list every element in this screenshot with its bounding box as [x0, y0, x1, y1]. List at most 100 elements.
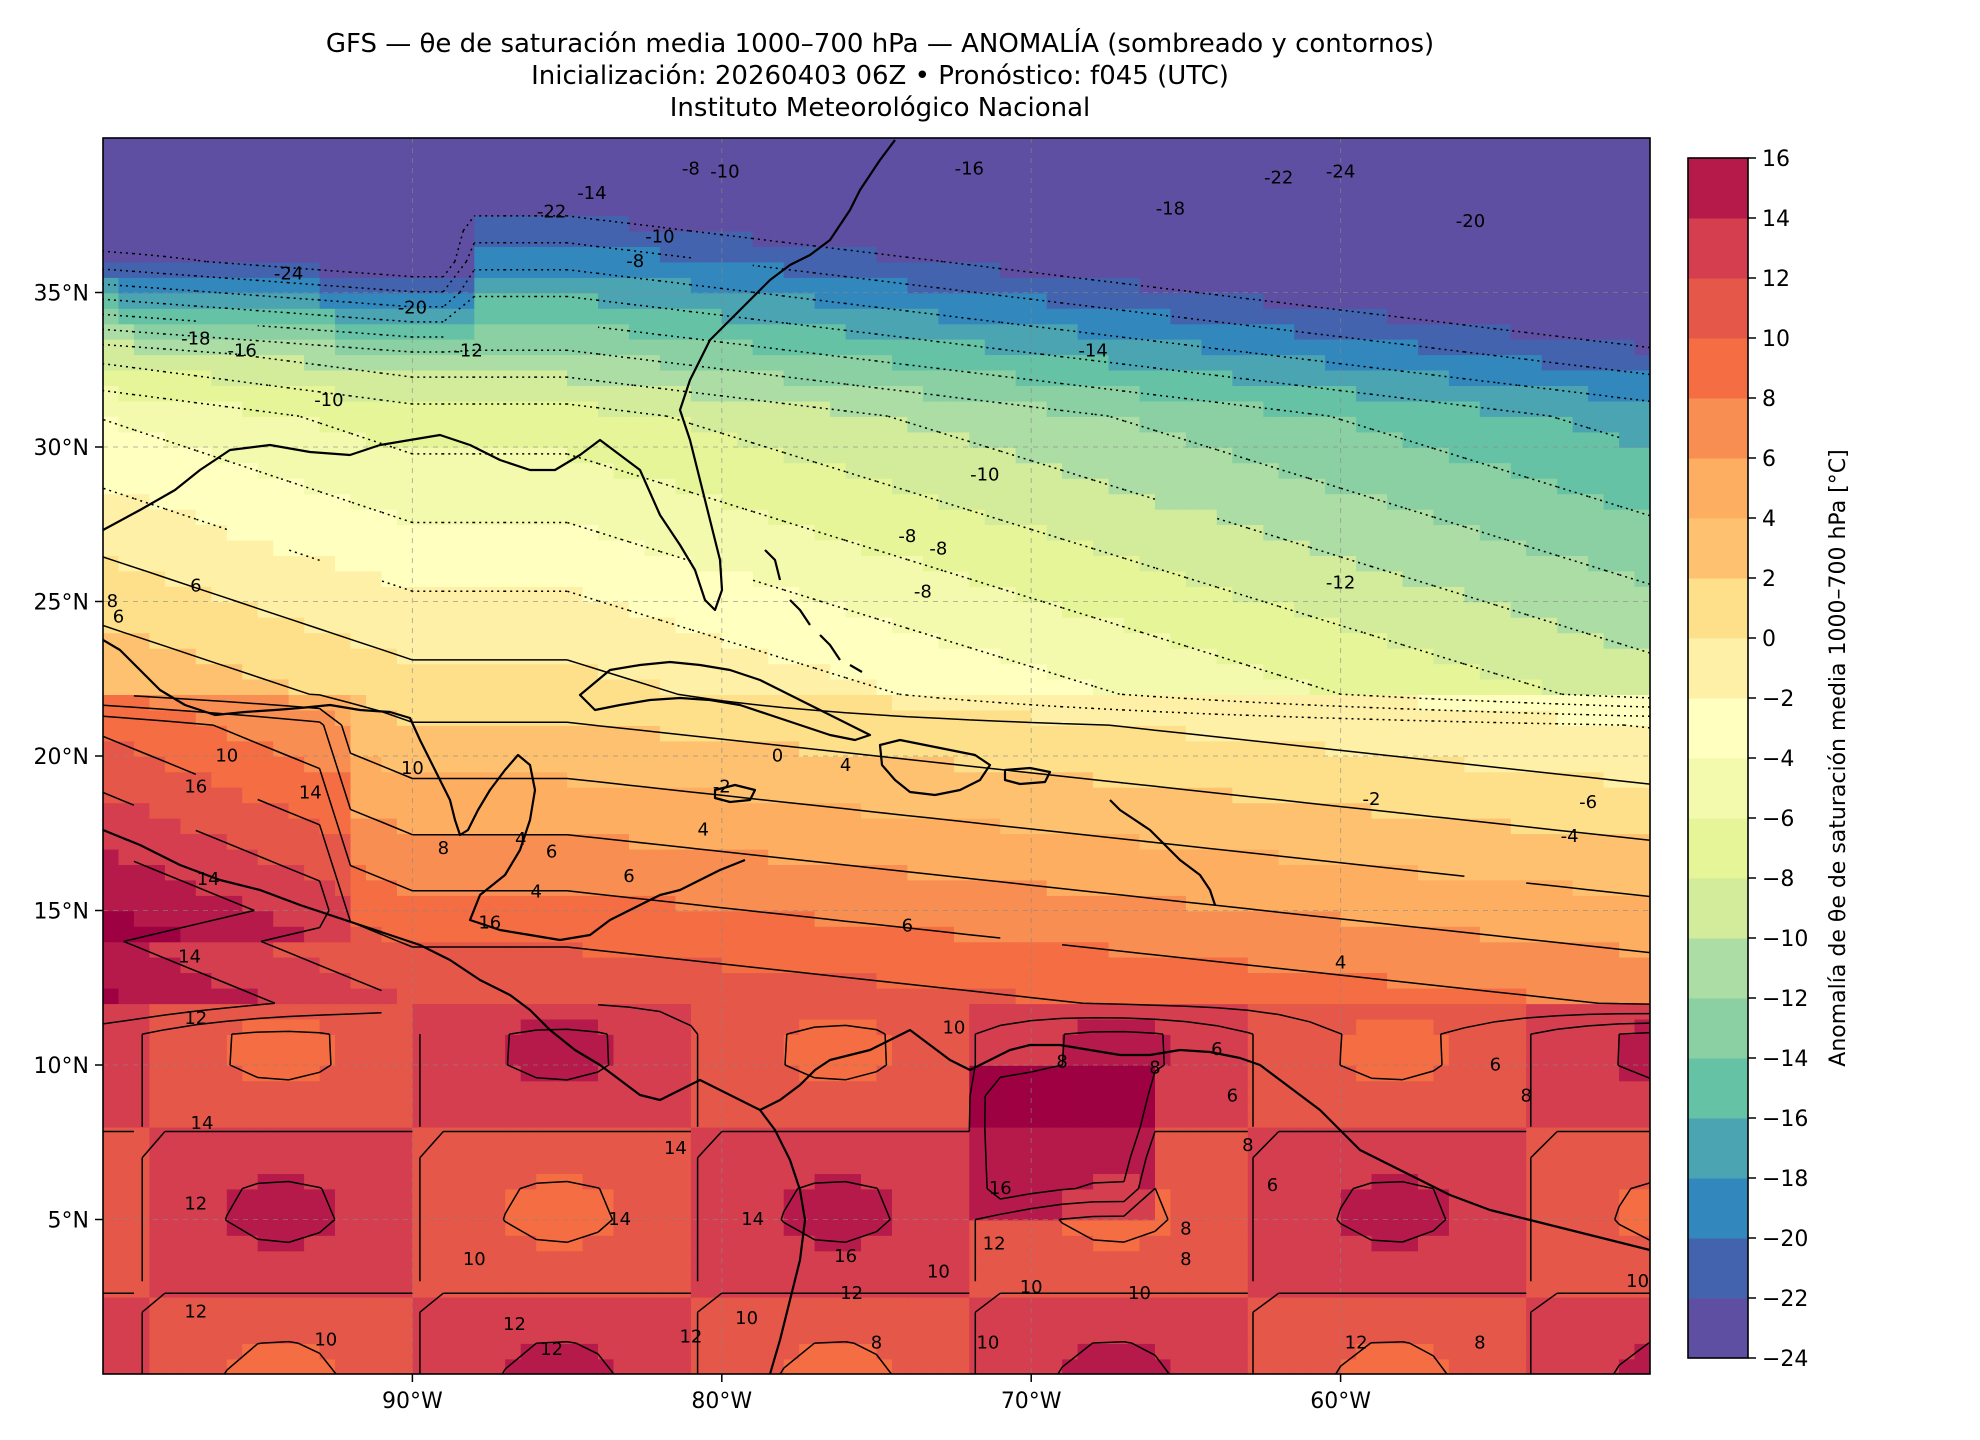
- field-cell: [1464, 956, 1481, 974]
- field-cell: [381, 802, 398, 819]
- field-cell: [319, 1157, 336, 1174]
- field-cell: [582, 1281, 599, 1298]
- field-cell: [737, 1188, 754, 1205]
- field-cell: [706, 1312, 723, 1329]
- field-cell: [257, 663, 274, 680]
- field-cell: [1387, 1018, 1404, 1035]
- field-cell: [737, 678, 754, 695]
- field-cell: [149, 1065, 166, 1082]
- field-cell: [1464, 895, 1481, 912]
- field-cell: [304, 771, 321, 788]
- field-cell: [412, 910, 429, 927]
- field-cell: [520, 1358, 537, 1374]
- field-cell: [1077, 864, 1094, 881]
- field-cell: [489, 1265, 507, 1283]
- field-cell: [474, 1358, 491, 1374]
- field-cell: [1371, 771, 1388, 788]
- field-cell: [706, 1049, 723, 1066]
- field-cell: [1479, 771, 1497, 788]
- field-cell: [1062, 1204, 1079, 1221]
- field-cell: [814, 632, 831, 649]
- field-cell: [1479, 1080, 1497, 1097]
- field-cell: [1402, 1018, 1419, 1035]
- field-cell: [1340, 601, 1357, 618]
- field-cell: [1588, 1065, 1605, 1082]
- field-cell: [814, 601, 831, 618]
- field-cell: [381, 1111, 398, 1128]
- field-cell: [1139, 1235, 1156, 1252]
- field-cell: [489, 756, 507, 773]
- field-cell: [582, 709, 599, 726]
- field-cell: [1634, 1327, 1650, 1344]
- field-cell: [1387, 1358, 1404, 1374]
- field-cell: [350, 1204, 367, 1221]
- field-cell: [830, 1358, 847, 1374]
- field-cell: [1418, 1142, 1435, 1159]
- field-cell: [1387, 1188, 1404, 1205]
- field-cell: [984, 879, 1002, 896]
- field-cell: [118, 1126, 135, 1144]
- field-cell: [984, 1111, 1002, 1128]
- field-cell: [969, 725, 986, 742]
- field-cell: [1387, 740, 1404, 757]
- field-cell: [1046, 972, 1063, 989]
- field-cell: [1510, 771, 1528, 788]
- field-cell: [629, 802, 646, 819]
- field-cell: [1247, 1034, 1265, 1051]
- field-cell: [861, 848, 878, 865]
- field-cell: [1371, 1095, 1388, 1113]
- field-cell: [922, 663, 940, 680]
- field-cell: [1000, 895, 1017, 912]
- field-cell: [505, 740, 522, 757]
- field-cell: [675, 709, 692, 726]
- field-cell: [211, 1142, 228, 1159]
- field-cell: [427, 678, 445, 695]
- field-cell: [1294, 895, 1311, 912]
- field-cell: [1093, 1281, 1110, 1298]
- field-cell: [226, 647, 244, 665]
- field-cell: [644, 1065, 661, 1082]
- field-cell: [845, 694, 862, 711]
- field-cell: [149, 1296, 166, 1314]
- field-cell: [1495, 1312, 1512, 1329]
- field-cell: [1216, 1219, 1234, 1236]
- field-cell: [1418, 740, 1435, 757]
- field-cell: [1046, 786, 1063, 804]
- field-cell: [396, 1095, 414, 1113]
- field-cell: [211, 1049, 228, 1066]
- field-cell: [675, 1018, 692, 1035]
- field-cell: [458, 647, 476, 665]
- field-cell: [536, 1065, 553, 1082]
- field-cell: [799, 833, 816, 850]
- field-cell: [536, 647, 553, 665]
- field-cell: [1294, 771, 1311, 788]
- field-cell: [953, 1281, 971, 1298]
- field-cell: [133, 926, 151, 943]
- field-cell: [133, 1296, 151, 1314]
- field-cell: [1588, 1018, 1605, 1035]
- field-cell: [1479, 1034, 1497, 1051]
- field-cell: [1356, 1265, 1373, 1283]
- field-cell: [133, 740, 151, 757]
- field-cell: [969, 678, 986, 695]
- field-cell: [1015, 1327, 1032, 1344]
- field-cell: [892, 1049, 909, 1066]
- field-cell: [1247, 802, 1265, 819]
- field-cell: [1232, 1188, 1249, 1205]
- field-cell: [861, 1265, 878, 1283]
- field-cell: [474, 694, 491, 711]
- field-cell: [1371, 848, 1388, 865]
- field-cell: [412, 1018, 429, 1035]
- field-cell: [520, 1034, 537, 1051]
- field-cell: [830, 941, 847, 958]
- field-cell: [830, 694, 847, 711]
- field-cell: [1232, 1157, 1249, 1174]
- field-cell: [149, 817, 166, 835]
- field-cell: [737, 725, 754, 742]
- field-cell: [582, 1204, 599, 1221]
- field-cell: [907, 1281, 924, 1298]
- field-cell: [335, 1219, 352, 1236]
- field-cell: [845, 1157, 862, 1174]
- field-cell: [164, 833, 182, 850]
- field-cell: [892, 1157, 909, 1174]
